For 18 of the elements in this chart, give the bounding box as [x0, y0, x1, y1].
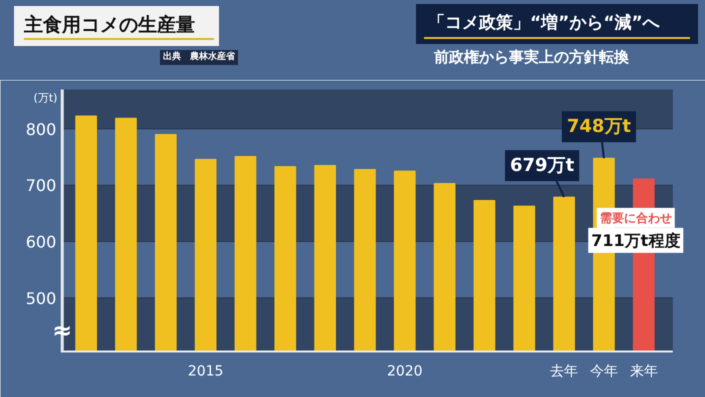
x-tick-label: 2020 — [386, 364, 423, 380]
annotation: 748万t — [566, 116, 632, 138]
x-tick-label: 来年 — [630, 364, 658, 380]
annotation: 679万t — [510, 155, 575, 176]
source-note: 出典 農林水産省 — [160, 50, 238, 65]
y-axis-title: (万t) — [34, 92, 58, 104]
y-tick-label: 800 — [26, 120, 56, 139]
x-tick-label: 今年 — [590, 364, 618, 380]
y-tick-label: 700 — [26, 176, 56, 196]
x-tick-label: 2015 — [188, 364, 224, 380]
annotation: 711万t程度 — [591, 230, 680, 250]
x-tick-label: 去年 — [550, 364, 578, 380]
chart-title: 主食用コメの生産量 — [24, 13, 195, 38]
text: 前政権から事実上の方針転換 — [434, 47, 629, 68]
y-tick-label: 500 — [26, 288, 56, 308]
y-tick-label: 600 — [26, 232, 56, 252]
annotation: 需要に合わせ — [600, 210, 672, 225]
chart-subtitle: 「コメ政策」“増”から“減”へ — [428, 12, 660, 35]
